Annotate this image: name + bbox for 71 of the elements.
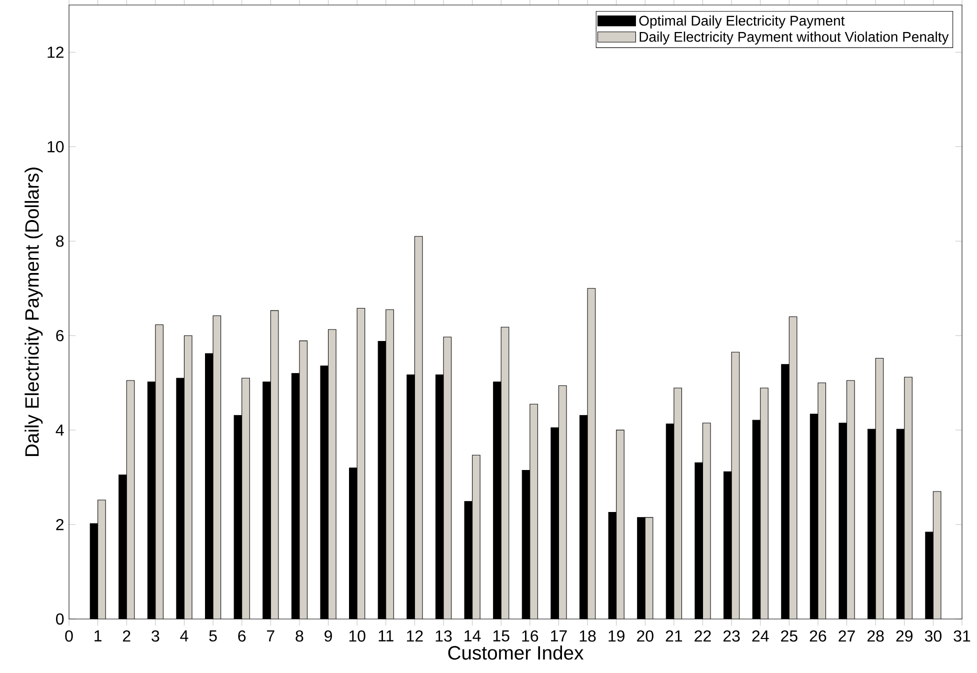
bar: [414, 236, 423, 619]
x-tick-label: 24: [752, 630, 769, 642]
x-tick-label: 1: [94, 630, 102, 642]
y-tick-label: 6: [56, 330, 64, 342]
x-tick-label: 14: [464, 630, 481, 642]
x-tick-label: 30: [924, 630, 942, 642]
y-tick-label: 4: [56, 424, 64, 436]
x-tick-label: 18: [580, 630, 596, 642]
y-tick-label: 12: [48, 46, 64, 58]
y-tick-label: 2: [56, 518, 64, 530]
bar: [731, 352, 740, 619]
x-tick-label: 31: [954, 630, 970, 642]
x-tick-label: 10: [349, 630, 366, 642]
bar: [472, 454, 480, 619]
bar: [242, 378, 250, 619]
bar: [616, 430, 624, 619]
bar: [500, 326, 510, 619]
bar: [558, 385, 567, 619]
bar: [299, 340, 308, 619]
bar: [818, 382, 826, 619]
x-tick-label: 22: [694, 630, 711, 642]
x-tick-label: 3: [152, 630, 160, 642]
x-tick-label: 0: [65, 630, 73, 642]
x-tick-label: 5: [209, 630, 217, 642]
x-tick-label: 23: [723, 630, 740, 642]
bar: [443, 336, 452, 619]
bar: [530, 404, 538, 619]
bar: [212, 315, 222, 619]
bar: [760, 388, 768, 619]
bar: [270, 310, 279, 619]
x-axis-title: Customer Index: [448, 646, 584, 660]
x-tick-label: 8: [296, 630, 304, 642]
bar: [875, 358, 884, 619]
x-tick-label: 20: [637, 630, 654, 642]
x-tick-label: 6: [238, 630, 246, 642]
legend-label: Daily Electricity Payment without Violation Penalty: [640, 32, 949, 45]
x-tick-label: 28: [867, 630, 884, 642]
x-tick-label: 11: [378, 630, 394, 642]
y-axis-title: Daily Electricity Payment (Dollars): [24, 168, 43, 456]
x-tick-label: 13: [436, 630, 452, 642]
x-tick-label: 25: [781, 630, 798, 642]
y-tick-label: 10: [48, 141, 64, 152]
bar: [788, 316, 798, 619]
bar: [155, 324, 164, 619]
bar: [356, 308, 366, 619]
bar: [126, 380, 135, 619]
bar: [184, 335, 192, 619]
x-tick-label: 7: [267, 630, 274, 642]
x-tick-label: 9: [324, 630, 332, 642]
legend-label: Optimal Daily Electricity Payment: [639, 15, 845, 28]
bar: [846, 380, 855, 619]
x-tick-label: 17: [551, 630, 567, 642]
x-tick-label: 26: [810, 630, 826, 642]
x-tick-label: 4: [180, 630, 188, 642]
x-tick-label: 15: [493, 630, 510, 642]
bar: [904, 376, 912, 619]
bar: [674, 388, 682, 619]
x-tick-label: 16: [522, 630, 538, 642]
bar: [328, 329, 336, 619]
x-tick-label: 27: [838, 630, 855, 642]
x-tick-label: 29: [896, 630, 913, 642]
x-tick-label: 19: [608, 630, 624, 642]
x-tick-label: 2: [122, 630, 130, 642]
bar: [98, 500, 106, 619]
bar: [702, 422, 711, 619]
y-tick-label: 0: [56, 613, 64, 625]
x-tick-label: 12: [407, 630, 423, 642]
bar: [386, 309, 394, 619]
y-tick-label: 8: [56, 235, 64, 247]
bar: [587, 288, 596, 619]
x-tick-label: 21: [666, 630, 682, 642]
